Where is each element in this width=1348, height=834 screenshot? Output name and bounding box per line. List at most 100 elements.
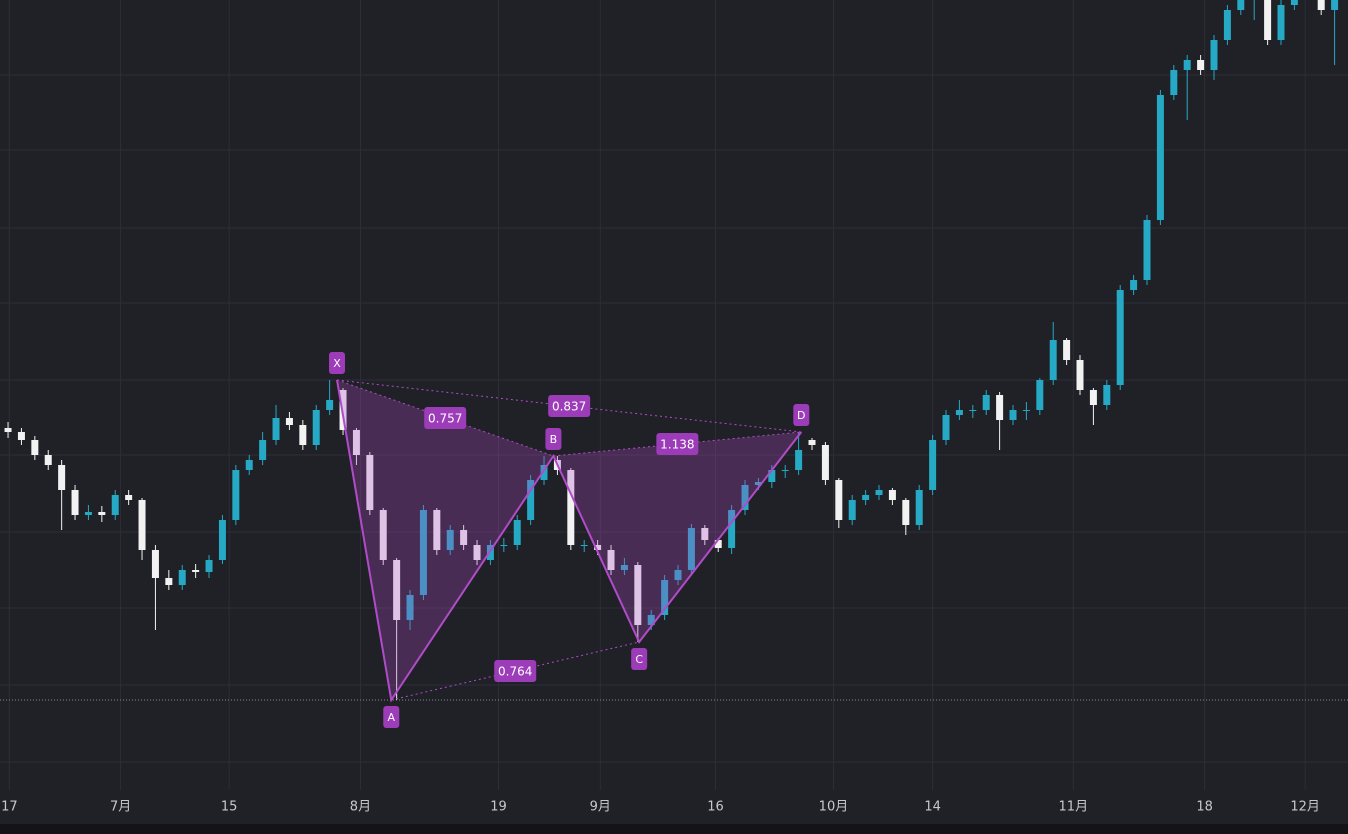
candle-body bbox=[821, 445, 829, 480]
ratio-line bbox=[553, 431, 802, 457]
ratio-label: 0.764 bbox=[498, 665, 532, 679]
ratio-label: 1.138 bbox=[660, 438, 694, 452]
candle-body bbox=[969, 410, 977, 411]
candle-body bbox=[366, 455, 374, 510]
candle-body bbox=[1036, 380, 1044, 410]
candle-body bbox=[111, 495, 119, 515]
ratio-label-bg bbox=[424, 407, 467, 429]
ratio-label-bg bbox=[656, 433, 699, 455]
ratio-label-bg bbox=[548, 395, 591, 417]
x-tick-label: 17 bbox=[1, 800, 18, 815]
candle-body bbox=[352, 430, 360, 455]
bottom-bar bbox=[0, 824, 1348, 834]
candle-body bbox=[4, 428, 12, 432]
candle-body bbox=[929, 440, 937, 490]
x-tick-label: 18 bbox=[1196, 800, 1213, 815]
candle-body bbox=[31, 440, 39, 455]
candle-body bbox=[795, 450, 803, 470]
candle-body bbox=[1277, 5, 1285, 40]
candle-body bbox=[714, 540, 722, 548]
candle-body bbox=[781, 470, 789, 471]
candle-body bbox=[955, 410, 963, 415]
ratio-line bbox=[336, 379, 554, 457]
x-tick-label: 16 bbox=[707, 800, 724, 815]
candle-body bbox=[1183, 60, 1191, 70]
candle-body bbox=[393, 560, 401, 620]
candle-body bbox=[902, 500, 910, 525]
candle-body bbox=[1116, 290, 1124, 385]
candle-body bbox=[728, 510, 736, 548]
candle-body bbox=[741, 485, 749, 510]
point-label: B bbox=[550, 433, 558, 446]
candle-body bbox=[1130, 280, 1138, 290]
candle-body bbox=[835, 480, 843, 520]
candle-body bbox=[446, 530, 454, 550]
candle-body bbox=[125, 495, 133, 500]
point-label: X bbox=[333, 357, 341, 370]
candle-body bbox=[460, 530, 468, 545]
candle-body bbox=[84, 512, 92, 515]
candle-body bbox=[567, 470, 575, 545]
candle-body bbox=[888, 490, 896, 500]
candle-body bbox=[1317, 0, 1325, 10]
candle-body bbox=[433, 510, 441, 550]
x-tick-label: 9月 bbox=[590, 800, 611, 815]
candle-body bbox=[674, 570, 682, 580]
candle-body bbox=[218, 520, 226, 560]
candle-body bbox=[419, 510, 427, 595]
candle-body bbox=[1156, 95, 1164, 220]
candle-body bbox=[647, 615, 655, 625]
candle-body bbox=[98, 512, 106, 515]
candle-body bbox=[808, 440, 816, 445]
pattern-fill bbox=[337, 380, 554, 700]
candle-body bbox=[1103, 385, 1111, 405]
candle-body bbox=[232, 470, 240, 520]
candle-body bbox=[285, 418, 293, 425]
candle-body bbox=[1022, 410, 1030, 411]
candle-body bbox=[862, 495, 870, 500]
x-axis: 17 7月 15 8月 19 9月 16 10月 14 11月 18 12月 bbox=[1, 800, 1320, 815]
candle-body bbox=[500, 545, 508, 546]
point-label: A bbox=[388, 711, 396, 724]
candle-body bbox=[1290, 0, 1298, 5]
candle-body bbox=[192, 570, 200, 572]
candle-body bbox=[165, 578, 173, 585]
candle-body bbox=[1170, 70, 1178, 95]
candle-body bbox=[942, 415, 950, 440]
ratio-label: 0.757 bbox=[428, 412, 462, 426]
candle-body bbox=[848, 500, 856, 520]
candle-body bbox=[138, 500, 146, 550]
candle-body bbox=[1143, 220, 1151, 280]
candle-body bbox=[312, 410, 320, 445]
candle-body bbox=[299, 425, 307, 445]
candle-body bbox=[1210, 40, 1218, 70]
candle-body bbox=[1076, 360, 1084, 390]
candle-body bbox=[1237, 0, 1245, 10]
x-tick-label: 12月 bbox=[1290, 800, 1320, 815]
candle-body bbox=[1331, 0, 1339, 10]
candle-body bbox=[661, 580, 669, 615]
ratio-label-bg bbox=[494, 660, 537, 682]
candle-body bbox=[982, 395, 990, 410]
candle-body bbox=[620, 565, 628, 570]
candle-body bbox=[996, 395, 1004, 420]
candle-body bbox=[58, 465, 66, 490]
candle-body bbox=[406, 595, 414, 620]
candle-body bbox=[151, 550, 159, 578]
point-label-bg bbox=[545, 428, 562, 450]
candle-body bbox=[71, 490, 79, 515]
candle-body bbox=[701, 528, 709, 540]
candle-body bbox=[178, 570, 186, 585]
candle-body bbox=[754, 482, 762, 485]
point-label-bg bbox=[383, 706, 400, 728]
x-tick-label: 15 bbox=[221, 800, 238, 815]
candle-body bbox=[326, 400, 334, 410]
candle-body bbox=[205, 560, 213, 572]
point-label-bg bbox=[329, 352, 345, 374]
candle-body bbox=[513, 520, 521, 545]
candle-body bbox=[915, 490, 923, 525]
candle-body bbox=[44, 455, 52, 465]
ratio-label: 0.837 bbox=[552, 400, 586, 414]
